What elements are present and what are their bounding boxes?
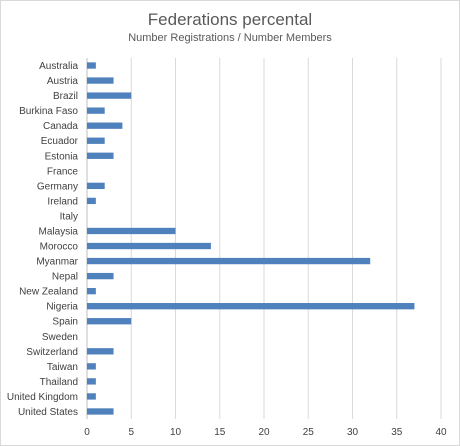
category-label: United Kingdom [7,392,78,403]
x-tick-label-15: 15 [214,427,226,438]
bar-ireland [87,197,96,205]
x-tick-label-5: 5 [128,427,134,438]
x-tick-label-30: 30 [347,427,359,438]
bar-nigeria [87,303,415,310]
x-tick-label-35: 35 [391,427,403,438]
bar-burkina-faso [87,107,105,114]
category-label: Sweden [42,332,78,343]
bar-united-kingdom [87,393,96,400]
category-label: France [47,166,79,177]
chart-title: Federations percental [147,10,313,29]
category-label: Morocco [40,242,79,253]
category-label: Canada [43,121,78,132]
x-tick-label-0: 0 [84,427,90,438]
bar-nepal [87,272,114,280]
category-label: Spain [52,317,78,328]
category-label: Taiwan [47,362,78,373]
category-label: Italy [60,211,78,222]
bar-thailand [87,378,96,385]
category-label: New Zealand [19,287,78,298]
bar-austria [87,77,114,84]
chart-subtitle: Number Registrations / Number Members [128,32,332,44]
bar-australia [87,62,96,69]
x-tick-label-25: 25 [303,427,315,438]
category-label: Estonia [45,151,79,162]
category-label: Brazil [53,91,78,102]
category-label: Ireland [47,196,78,207]
bar-brazil [87,92,132,99]
bar-switzerland [87,348,114,355]
category-label: Australia [39,61,78,72]
bar-morocco [87,242,211,250]
category-label: Malaysia [39,226,79,237]
category-label: Nepal [52,272,78,283]
x-tick-label-20: 20 [258,427,270,438]
category-label: Ecuador [41,136,79,147]
category-label: Germany [37,181,78,192]
bar-united-states [87,408,114,415]
bar-canada [87,122,123,129]
bar-taiwan [87,363,96,370]
bar-malaysia [87,227,176,235]
bar-new-zealand [87,287,96,295]
category-label: Burkina Faso [19,106,78,117]
category-label: Nigeria [46,302,78,313]
category-label: Austria [47,76,79,87]
category-label: Myanmar [36,257,78,268]
bar-germany [87,182,105,190]
x-tick-label-40: 40 [435,427,447,438]
x-tick-label-10: 10 [170,427,182,438]
bar-ecuador [87,137,105,144]
bar-spain [87,318,132,325]
category-label: Switzerland [26,347,78,358]
bar-estonia [87,152,114,159]
category-label: Thailand [40,377,78,388]
bar-myanmar [87,257,371,265]
category-label: United States [18,407,78,418]
